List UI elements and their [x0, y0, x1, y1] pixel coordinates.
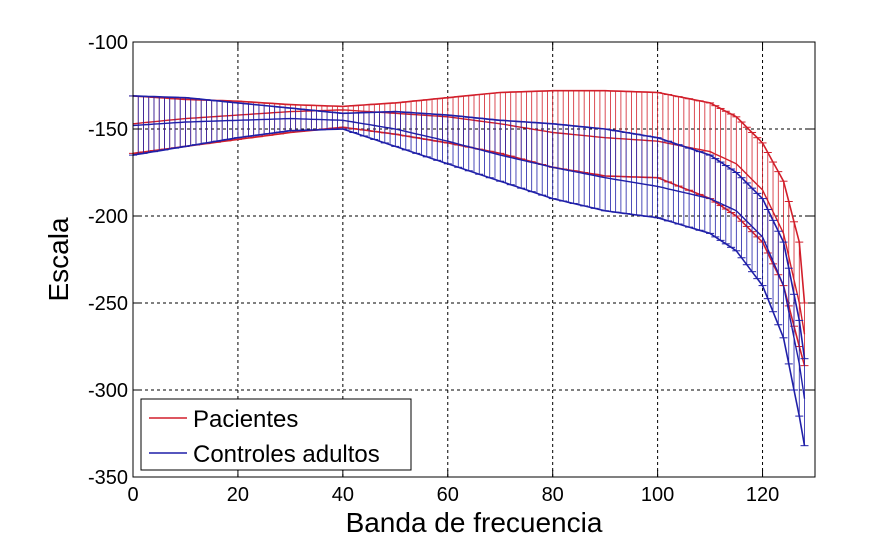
legend-label-controles-adultos: Controles adultos [193, 441, 380, 468]
legend-label-pacientes: Pacientes [193, 406, 298, 433]
series-layer [129, 89, 809, 447]
y-tick-label: -350 [88, 467, 128, 489]
x-tick-label: 0 [127, 484, 138, 506]
series-line-lower [132, 128, 806, 446]
series-line-upper [132, 89, 806, 304]
x-tick-label: 20 [227, 484, 249, 506]
plot-frame [132, 41, 816, 478]
y-tick-label: -250 [88, 293, 128, 315]
series-line-upper [132, 95, 806, 359]
x-tick-label: 100 [641, 484, 674, 506]
x-axis-label: Banda de frecuencia [346, 507, 603, 538]
legend-box [140, 398, 412, 471]
x-tick-label: 40 [332, 484, 354, 506]
y-tick-label: -300 [88, 380, 128, 402]
legend: Pacientes Controles adultos [140, 398, 412, 471]
x-tick-label: 80 [542, 484, 564, 506]
series-controles-adultos [129, 95, 809, 447]
y-tick-label: -150 [88, 119, 128, 141]
x-tick-label: 60 [437, 484, 459, 506]
x-tick-label: 120 [746, 484, 779, 506]
ticks: 0 20 40 60 80 100 120 -100 -150 -200 -250 -300 -350 [88, 32, 815, 506]
y-tick-label: -200 [88, 206, 128, 228]
y-axis-label: Escala [43, 217, 74, 301]
y-tick-label: -100 [88, 32, 128, 54]
series-line-mean [132, 117, 806, 399]
